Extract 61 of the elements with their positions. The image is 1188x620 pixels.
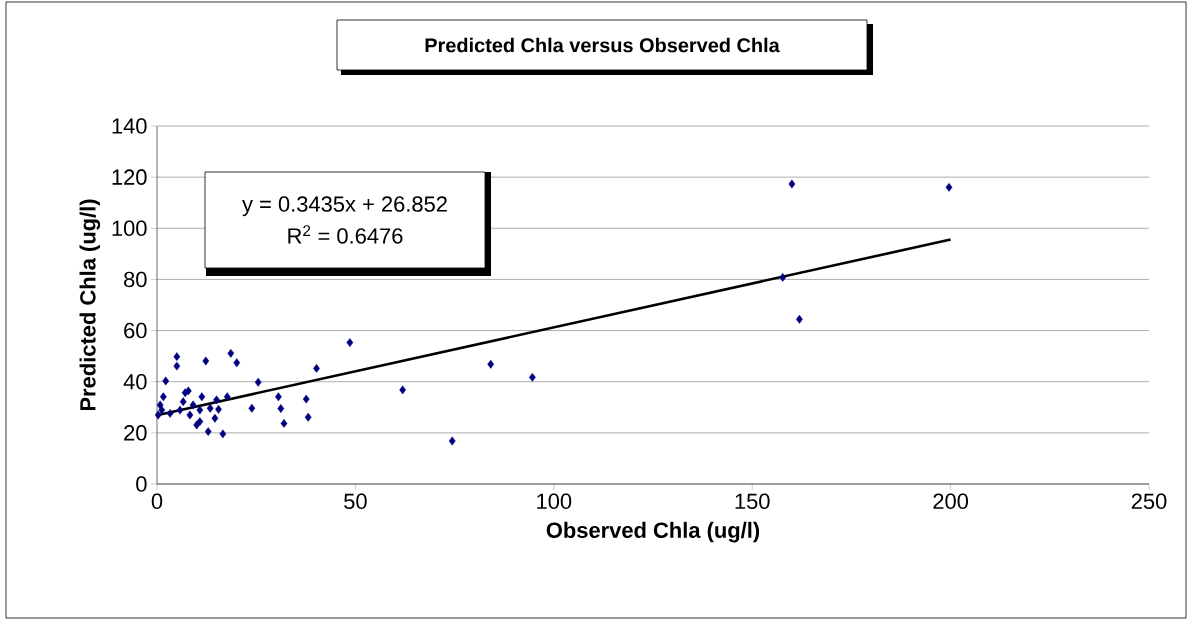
point — [399, 385, 406, 395]
point — [158, 405, 166, 415]
point — [215, 404, 222, 414]
point — [223, 392, 231, 402]
point — [189, 400, 197, 410]
point — [302, 394, 310, 404]
x-axis-title: Observed Chla (ug/l) — [546, 521, 760, 543]
y-tick-label: 20 — [124, 425, 147, 441]
point — [198, 392, 206, 402]
x-tick-label: 150 — [735, 493, 770, 510]
point — [280, 419, 288, 428]
y-axis-title: Predicted Chla (ug/l) — [79, 199, 101, 411]
x-tick-label: 250 — [1131, 493, 1167, 510]
y-tick-label: 80 — [124, 271, 147, 288]
x-tick-label: 200 — [933, 493, 969, 510]
y-tick-label: 120 — [112, 169, 147, 185]
x-tick-label: 50 — [344, 493, 367, 510]
point — [206, 403, 214, 413]
point — [346, 338, 354, 347]
point — [162, 376, 170, 386]
point — [219, 429, 227, 439]
point — [173, 352, 181, 362]
annotation: R$^{2}$ = 0.6476 — [288, 225, 403, 244]
point — [448, 436, 456, 446]
y-tick-label: 40 — [123, 373, 147, 390]
point — [313, 364, 320, 373]
point — [304, 412, 312, 422]
point — [788, 179, 796, 189]
point — [186, 410, 194, 420]
point — [204, 427, 212, 436]
point — [196, 405, 204, 415]
point — [176, 405, 184, 415]
point — [529, 372, 536, 382]
point — [487, 359, 495, 369]
point — [202, 356, 210, 366]
y-tick-label: 140 — [112, 118, 147, 134]
point — [181, 388, 189, 398]
point — [196, 417, 204, 426]
point — [277, 404, 285, 413]
point — [173, 361, 181, 371]
chart-title: Predicted Chla versus Observed Chla — [425, 37, 780, 53]
point — [227, 348, 235, 358]
annotation: y = 0.3435x + 26.852 — [242, 196, 447, 217]
y-tick-label: 100 — [112, 220, 147, 237]
y-tick-label: 0 — [136, 476, 147, 492]
point — [796, 314, 803, 324]
point — [160, 392, 167, 402]
point — [213, 395, 220, 405]
point — [211, 413, 219, 423]
point — [275, 392, 282, 402]
point — [254, 377, 262, 387]
point — [233, 358, 241, 368]
point — [945, 182, 953, 192]
x-tick-label: 0 — [151, 493, 163, 510]
point — [179, 397, 187, 407]
point — [248, 403, 256, 413]
x-tick-label: 100 — [537, 493, 572, 510]
point — [154, 410, 162, 420]
point — [166, 409, 174, 418]
point — [779, 272, 787, 282]
y-tick-label: 60 — [124, 322, 147, 339]
